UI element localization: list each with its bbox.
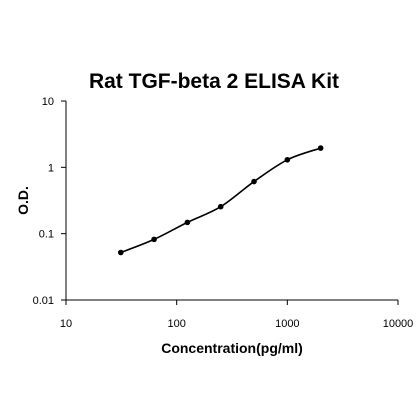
y-tick-label: 0.01 [33, 295, 54, 307]
data-point [151, 236, 157, 243]
plot-frame [65, 101, 398, 301]
fit-curve [120, 147, 321, 254]
y-axis-label: O.D. [15, 186, 31, 215]
x-tick-label: 1000 [275, 318, 299, 330]
x-tick-label: 10 [60, 318, 72, 330]
x-tick-label: 10000 [383, 318, 414, 330]
x-axis-label: Concentration(pg/ml) [161, 340, 303, 356]
chart-title: Rat TGF-beta 2 ELISA Kit [89, 70, 339, 93]
data-point [251, 178, 257, 185]
y-ticks: 10 1 0.1 0.01 [33, 96, 66, 307]
y-tick-label: 0.1 [39, 229, 54, 241]
data-point [184, 219, 191, 226]
data-point [217, 203, 224, 210]
data-point [317, 145, 324, 151]
y-tick-label: 10 [42, 96, 54, 108]
x-tick-label: 100 [167, 318, 185, 330]
x-ticks: 10 100 1000 10000 [60, 300, 413, 330]
data-point [284, 156, 291, 163]
data-point [117, 249, 124, 256]
data-points [117, 145, 324, 256]
y-tick-label: 1 [48, 162, 54, 174]
